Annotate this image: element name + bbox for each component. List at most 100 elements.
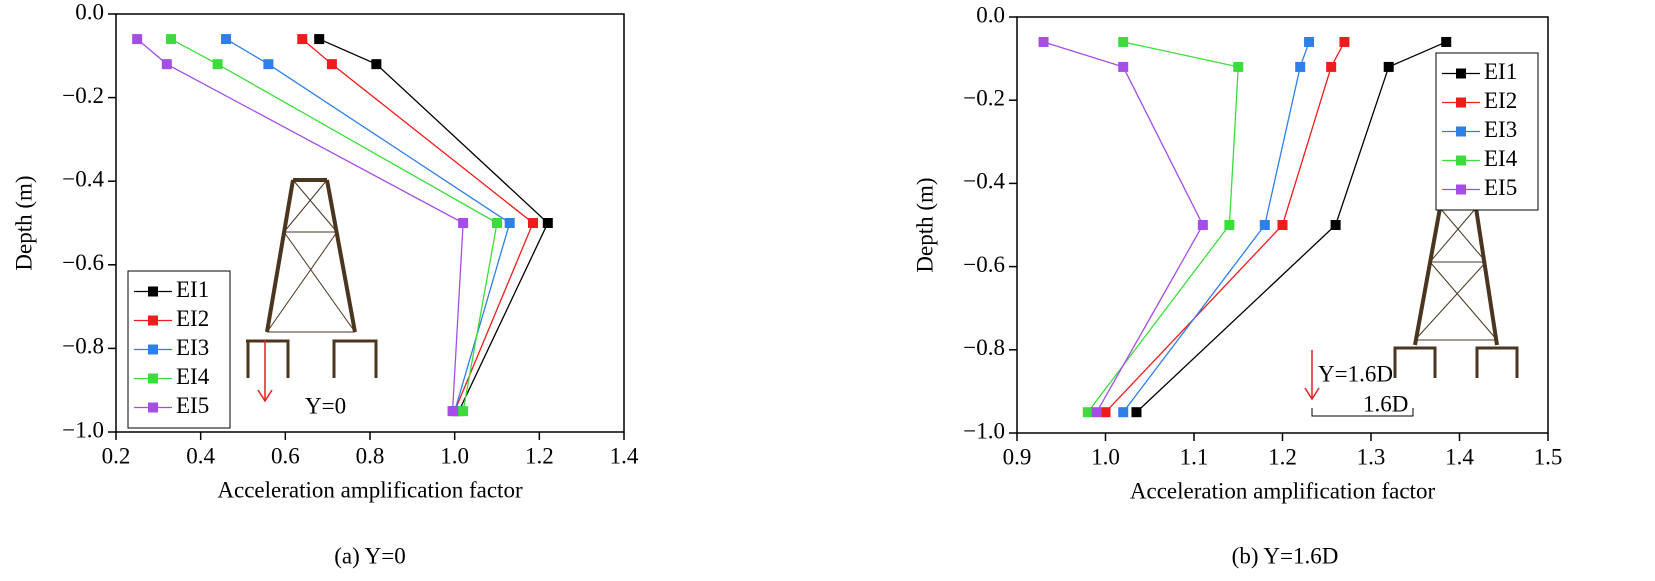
marker (1330, 220, 1341, 230)
tower-sketch (1304, 206, 1519, 417)
marker (447, 406, 458, 417)
legend-label: EI4 (176, 364, 210, 389)
y-axis-title: Depth (m) (912, 177, 937, 272)
legend-marker (148, 315, 158, 326)
marker (527, 218, 538, 228)
marker (1339, 36, 1350, 47)
legend-label: EI3 (176, 335, 209, 360)
y-tick-label: −1.0 (62, 417, 104, 442)
marker (1038, 36, 1049, 47)
marker (221, 34, 232, 45)
series-line (1087, 41, 1239, 413)
legend-marker (148, 344, 158, 355)
caption: (b) Y=1.6D (1232, 543, 1339, 568)
y-tick-label: −0.2 (62, 83, 104, 108)
marker (1295, 61, 1306, 72)
y-tick-label: −0.8 (62, 334, 104, 359)
marker (161, 59, 172, 70)
y-tick-label: −0.8 (963, 335, 1005, 360)
x-tick-label: 1.0 (440, 443, 469, 468)
y-tick-label: −0.6 (62, 250, 104, 275)
marker (1441, 36, 1452, 47)
marker (542, 218, 553, 228)
legend-label: EI5 (1484, 175, 1517, 200)
y-tick-label: 0.0 (976, 2, 1005, 27)
legend-label: EI3 (1484, 117, 1517, 142)
marker (212, 59, 223, 70)
x-tick-label: 0.2 (102, 443, 131, 468)
marker (1100, 407, 1111, 418)
marker (1118, 61, 1129, 72)
marker (1326, 61, 1337, 72)
marker (1233, 61, 1244, 72)
y-tick-label: −0.6 (963, 252, 1005, 277)
marker (1224, 220, 1235, 230)
marker (504, 218, 515, 228)
legend-marker (1456, 184, 1466, 195)
annotation: Y=0 (305, 393, 346, 418)
x-tick-label: 0.8 (356, 443, 385, 468)
marker (1131, 407, 1142, 418)
legend-label: EI1 (176, 277, 209, 302)
legend-marker (1456, 97, 1466, 108)
marker (297, 34, 308, 45)
marker (1383, 61, 1394, 72)
y-tick-label: −0.4 (62, 166, 104, 191)
legend-marker (1456, 126, 1466, 137)
marker (1277, 220, 1288, 230)
series-line (1136, 41, 1447, 413)
marker (1091, 407, 1102, 418)
x-tick-label: 1.3 (1357, 444, 1386, 469)
x-axis-title: Acceleration amplification factor (1130, 478, 1436, 503)
x-tick-label: 1.4 (610, 443, 639, 468)
legend-marker (148, 402, 158, 413)
annotation: Y=1.6D (1318, 361, 1393, 386)
x-axis-title: Acceleration amplification factor (217, 477, 523, 502)
y-tick-label: −0.2 (963, 85, 1005, 110)
x-tick-label: 1.0 (1091, 444, 1120, 469)
x-tick-label: 1.1 (1180, 444, 1209, 469)
marker (458, 406, 469, 417)
marker (1304, 36, 1315, 47)
legend-label: EI1 (1484, 59, 1517, 84)
series-line (225, 38, 511, 412)
series-line (1043, 41, 1204, 413)
marker (326, 59, 337, 70)
marker (166, 34, 177, 45)
y-tick-label: −0.4 (963, 169, 1005, 194)
marker (314, 34, 325, 45)
marker (263, 59, 274, 70)
caption: (a) Y=0 (334, 543, 406, 568)
x-tick-label: 1.2 (1268, 444, 1297, 469)
marker (371, 59, 382, 70)
marker (492, 218, 502, 228)
marker (1197, 220, 1208, 230)
x-tick-label: 1.4 (1445, 444, 1474, 469)
y-tick-label: 0.0 (75, 0, 104, 24)
y-tick-label: −1.0 (963, 418, 1005, 443)
series-line (170, 38, 498, 412)
legend-marker (148, 286, 158, 297)
legend-label: EI2 (176, 306, 209, 331)
x-tick-label: 0.6 (271, 443, 300, 468)
y-axis-title: Depth (m) (11, 175, 36, 270)
legend-marker (148, 373, 158, 384)
marker (1118, 407, 1129, 418)
marker (1259, 220, 1270, 230)
x-tick-label: 1.5 (1534, 444, 1563, 469)
legend-label: EI2 (1484, 88, 1517, 113)
marker (1118, 36, 1129, 47)
marker (1082, 407, 1093, 418)
marker (132, 34, 143, 45)
x-tick-label: 0.4 (186, 443, 215, 468)
tower-sketch (246, 178, 378, 403)
series-line (318, 38, 549, 412)
legend-label: EI5 (176, 393, 209, 418)
legend-marker (1456, 155, 1466, 166)
legend-label: EI4 (1484, 146, 1518, 171)
series-line (1122, 41, 1310, 413)
marker (458, 218, 469, 228)
series-line (301, 38, 534, 412)
x-tick-label: 1.2 (525, 443, 554, 468)
